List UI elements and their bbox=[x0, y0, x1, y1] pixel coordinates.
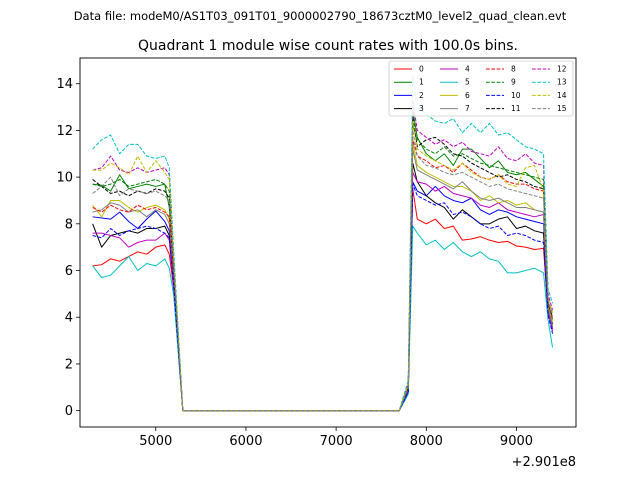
x-tick-label: 8000 bbox=[410, 434, 443, 449]
x-tick-label: 9000 bbox=[500, 434, 533, 449]
legend-label-5: 5 bbox=[465, 78, 470, 87]
y-tick-label: 0 bbox=[65, 404, 73, 419]
legend-label-13: 13 bbox=[557, 78, 567, 87]
legend-box bbox=[388, 60, 574, 117]
legend-label-14: 14 bbox=[557, 91, 567, 100]
y-tick-label: 2 bbox=[65, 357, 73, 372]
y-tick-label: 6 bbox=[65, 264, 73, 279]
plot-area bbox=[80, 58, 576, 427]
legend-label-11: 11 bbox=[511, 104, 521, 113]
plot-frame bbox=[79, 57, 577, 428]
legend-label-1: 1 bbox=[419, 78, 424, 87]
x-axis: 5000 6000 7000 8000 9000 bbox=[139, 427, 533, 449]
y-tick-label: 12 bbox=[56, 124, 73, 139]
y-tick-label: 10 bbox=[56, 171, 73, 186]
x-tick-label: 5000 bbox=[139, 434, 172, 449]
legend-label-6: 6 bbox=[465, 91, 470, 100]
legend-label-3: 3 bbox=[419, 104, 424, 113]
y-tick-label: 4 bbox=[65, 311, 73, 326]
data-file-label: Data file: modeM0/AS1T03_091T01_90000027… bbox=[74, 9, 567, 23]
x-tick-label: 6000 bbox=[229, 434, 262, 449]
x-tick-label: 7000 bbox=[320, 434, 353, 449]
legend-label-4: 4 bbox=[465, 65, 470, 74]
y-tick-label: 14 bbox=[56, 77, 73, 92]
legend-label-12: 12 bbox=[557, 65, 567, 74]
legend-label-8: 8 bbox=[511, 65, 516, 74]
legend-label-9: 9 bbox=[511, 78, 516, 87]
legend-label-2: 2 bbox=[419, 91, 424, 100]
chart-title: Quadrant 1 module wise count rates with … bbox=[138, 38, 518, 54]
y-axis: 0 2 4 6 8 10 12 14 bbox=[56, 77, 80, 419]
legend-label-15: 15 bbox=[557, 104, 567, 113]
series-layer bbox=[92, 76, 554, 412]
legend-label-10: 10 bbox=[511, 91, 521, 100]
legend-label-7: 7 bbox=[465, 104, 470, 113]
series-line-15 bbox=[92, 129, 554, 412]
x-offset-text: +2.901e8 bbox=[512, 455, 576, 470]
y-tick-label: 8 bbox=[65, 217, 73, 232]
legend-label-0: 0 bbox=[419, 65, 424, 74]
